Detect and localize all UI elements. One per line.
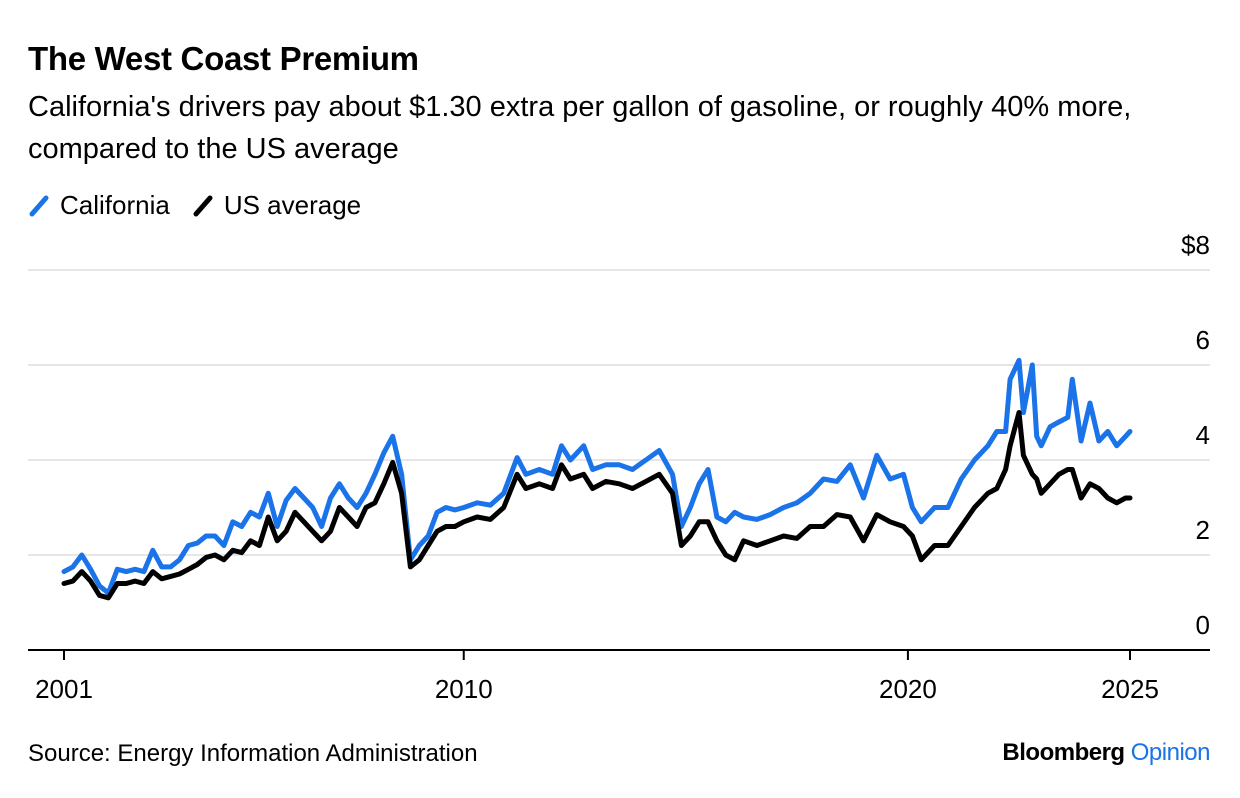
legend: California US average (28, 190, 383, 221)
legend-item-us-average: US average (192, 190, 361, 221)
y-tick-label: 6 (1196, 325, 1210, 355)
y-tick-label: $8 (1181, 230, 1210, 260)
brand-opinion: Opinion (1130, 739, 1211, 766)
source-note: Source: Energy Information Administratio… (28, 740, 478, 767)
series-line-us-average (61, 410, 1133, 601)
chart-subtitle: California's drivers pay about $1.30 ext… (28, 91, 1132, 165)
y-tick-label: 0 (1196, 610, 1210, 640)
series-line-california (61, 357, 1133, 596)
x-tick-label: 2001 (35, 674, 93, 704)
brand-bloomberg: Bloomberg (1002, 739, 1125, 766)
legend-label-california: California (60, 190, 170, 220)
chart-title: The West Coast Premium (28, 40, 419, 77)
legend-label-us-average: US average (223, 190, 362, 220)
x-tick-label: 2025 (1101, 674, 1159, 704)
y-tick-label: 2 (1196, 515, 1210, 545)
legend-item-california: California (28, 190, 170, 221)
x-tick-label: 2010 (435, 674, 493, 704)
y-tick-label: 4 (1196, 420, 1210, 450)
legend-swatch-california (29, 195, 49, 216)
legend-swatch-us-average (193, 195, 213, 216)
x-tick-label: 2020 (879, 674, 937, 704)
brand-logo: Bloomberg Opinion (1002, 739, 1210, 767)
